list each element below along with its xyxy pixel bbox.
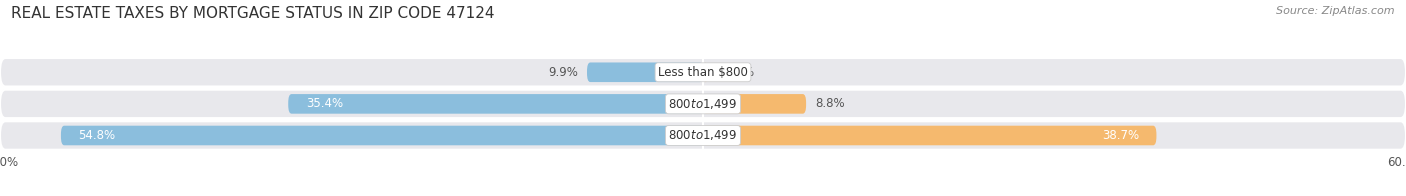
Text: 35.4%: 35.4%: [307, 97, 343, 110]
FancyBboxPatch shape: [0, 90, 1406, 118]
FancyBboxPatch shape: [588, 63, 703, 82]
Text: 8.8%: 8.8%: [815, 97, 845, 110]
Text: Source: ZipAtlas.com: Source: ZipAtlas.com: [1277, 6, 1395, 16]
Legend: Without Mortgage, With Mortgage: Without Mortgage, With Mortgage: [581, 195, 825, 196]
FancyBboxPatch shape: [703, 63, 709, 82]
Text: Less than $800: Less than $800: [658, 66, 748, 79]
FancyBboxPatch shape: [0, 121, 1406, 150]
FancyBboxPatch shape: [703, 126, 1156, 145]
Text: 0.45%: 0.45%: [717, 66, 755, 79]
Text: 9.9%: 9.9%: [548, 66, 578, 79]
Text: 38.7%: 38.7%: [1102, 129, 1139, 142]
Text: 54.8%: 54.8%: [79, 129, 115, 142]
Text: $800 to $1,499: $800 to $1,499: [668, 129, 738, 142]
FancyBboxPatch shape: [703, 94, 806, 114]
FancyBboxPatch shape: [0, 58, 1406, 86]
Text: $800 to $1,499: $800 to $1,499: [668, 97, 738, 111]
FancyBboxPatch shape: [288, 94, 703, 114]
FancyBboxPatch shape: [60, 126, 703, 145]
Text: REAL ESTATE TAXES BY MORTGAGE STATUS IN ZIP CODE 47124: REAL ESTATE TAXES BY MORTGAGE STATUS IN …: [11, 6, 495, 21]
